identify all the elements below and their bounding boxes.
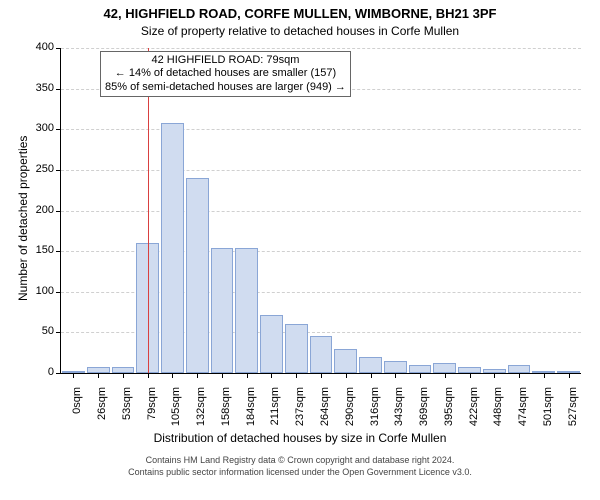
x-tick-label: 290sqm <box>344 387 356 437</box>
x-tick <box>544 373 545 378</box>
histogram-bar <box>285 324 308 373</box>
x-tick <box>222 373 223 378</box>
histogram-bar <box>409 365 432 373</box>
x-tick-label: 343sqm <box>393 387 405 437</box>
y-tick-label: 400 <box>20 41 54 53</box>
x-tick <box>395 373 396 378</box>
x-tick <box>346 373 347 378</box>
x-tick <box>371 373 372 378</box>
y-tick-label: 300 <box>20 122 54 134</box>
annotation-line2: ← 14% of detached houses are smaller (15… <box>105 67 346 80</box>
y-tick-label: 150 <box>20 244 54 256</box>
x-tick <box>494 373 495 378</box>
annotation-line1: 42 HIGHFIELD ROAD: 79sqm <box>105 54 346 67</box>
annotation-line3: 85% of semi-detached houses are larger (… <box>105 81 346 94</box>
y-tick <box>56 89 61 90</box>
x-tick-label: 422sqm <box>468 387 480 437</box>
y-tick <box>56 48 61 49</box>
y-tick <box>56 251 61 252</box>
x-tick <box>98 373 99 378</box>
x-tick-label: 316sqm <box>369 387 381 437</box>
x-tick-label: 184sqm <box>245 387 257 437</box>
x-tick <box>296 373 297 378</box>
histogram-bar <box>161 123 184 373</box>
y-tick-label: 350 <box>20 82 54 94</box>
footer-line2: Contains public sector information licen… <box>0 467 600 477</box>
x-tick-label: 501sqm <box>542 387 554 437</box>
histogram-bar <box>508 365 531 373</box>
x-tick <box>148 373 149 378</box>
y-tick-label: 100 <box>20 285 54 297</box>
histogram-bar <box>260 315 283 374</box>
x-tick <box>123 373 124 378</box>
x-tick <box>420 373 421 378</box>
y-tick-label: 0 <box>20 366 54 378</box>
y-tick-label: 200 <box>20 204 54 216</box>
x-tick-label: 158sqm <box>220 387 232 437</box>
x-tick-label: 26sqm <box>96 387 108 437</box>
y-axis-label: Number of detached properties <box>16 135 30 300</box>
x-tick-label: 211sqm <box>269 387 281 437</box>
x-tick-label: 448sqm <box>492 387 504 437</box>
x-tick <box>519 373 520 378</box>
x-tick <box>197 373 198 378</box>
plot-area: 42 HIGHFIELD ROAD: 79sqm← 14% of detache… <box>60 48 581 374</box>
y-tick <box>56 373 61 374</box>
chart-title-line1: 42, HIGHFIELD ROAD, CORFE MULLEN, WIMBOR… <box>0 6 600 21</box>
x-tick <box>569 373 570 378</box>
histogram-bar <box>310 336 333 373</box>
y-tick <box>56 211 61 212</box>
chart-container: 42, HIGHFIELD ROAD, CORFE MULLEN, WIMBOR… <box>0 0 600 500</box>
histogram-bar <box>433 363 456 373</box>
x-tick <box>445 373 446 378</box>
footer-line1: Contains HM Land Registry data © Crown c… <box>0 455 600 465</box>
histogram-bar <box>334 349 357 373</box>
x-tick <box>73 373 74 378</box>
x-tick <box>271 373 272 378</box>
gridline <box>61 48 581 49</box>
y-tick-label: 50 <box>20 325 54 337</box>
gridline <box>61 129 581 130</box>
histogram-bar <box>359 357 382 373</box>
histogram-bar <box>186 178 209 373</box>
annotation-box: 42 HIGHFIELD ROAD: 79sqm← 14% of detache… <box>100 51 351 97</box>
chart-title-line2: Size of property relative to detached ho… <box>0 24 600 38</box>
x-tick-label: 53sqm <box>121 387 133 437</box>
x-tick-label: 264sqm <box>319 387 331 437</box>
gridline <box>61 170 581 171</box>
x-tick <box>321 373 322 378</box>
x-tick-label: 395sqm <box>443 387 455 437</box>
y-tick <box>56 292 61 293</box>
gridline <box>61 211 581 212</box>
y-tick <box>56 129 61 130</box>
x-tick-label: 474sqm <box>517 387 529 437</box>
histogram-bar <box>384 361 407 373</box>
x-tick-label: 132sqm <box>195 387 207 437</box>
x-tick-label: 0sqm <box>71 387 83 437</box>
y-tick <box>56 332 61 333</box>
x-tick <box>247 373 248 378</box>
histogram-bar <box>235 248 258 373</box>
y-tick-label: 250 <box>20 163 54 175</box>
x-tick-label: 369sqm <box>418 387 430 437</box>
x-tick <box>470 373 471 378</box>
y-tick <box>56 170 61 171</box>
histogram-bar <box>211 248 234 373</box>
x-tick-label: 527sqm <box>567 387 579 437</box>
x-tick-label: 79sqm <box>146 387 158 437</box>
x-tick <box>172 373 173 378</box>
x-tick-label: 237sqm <box>294 387 306 437</box>
x-tick-label: 105sqm <box>170 387 182 437</box>
